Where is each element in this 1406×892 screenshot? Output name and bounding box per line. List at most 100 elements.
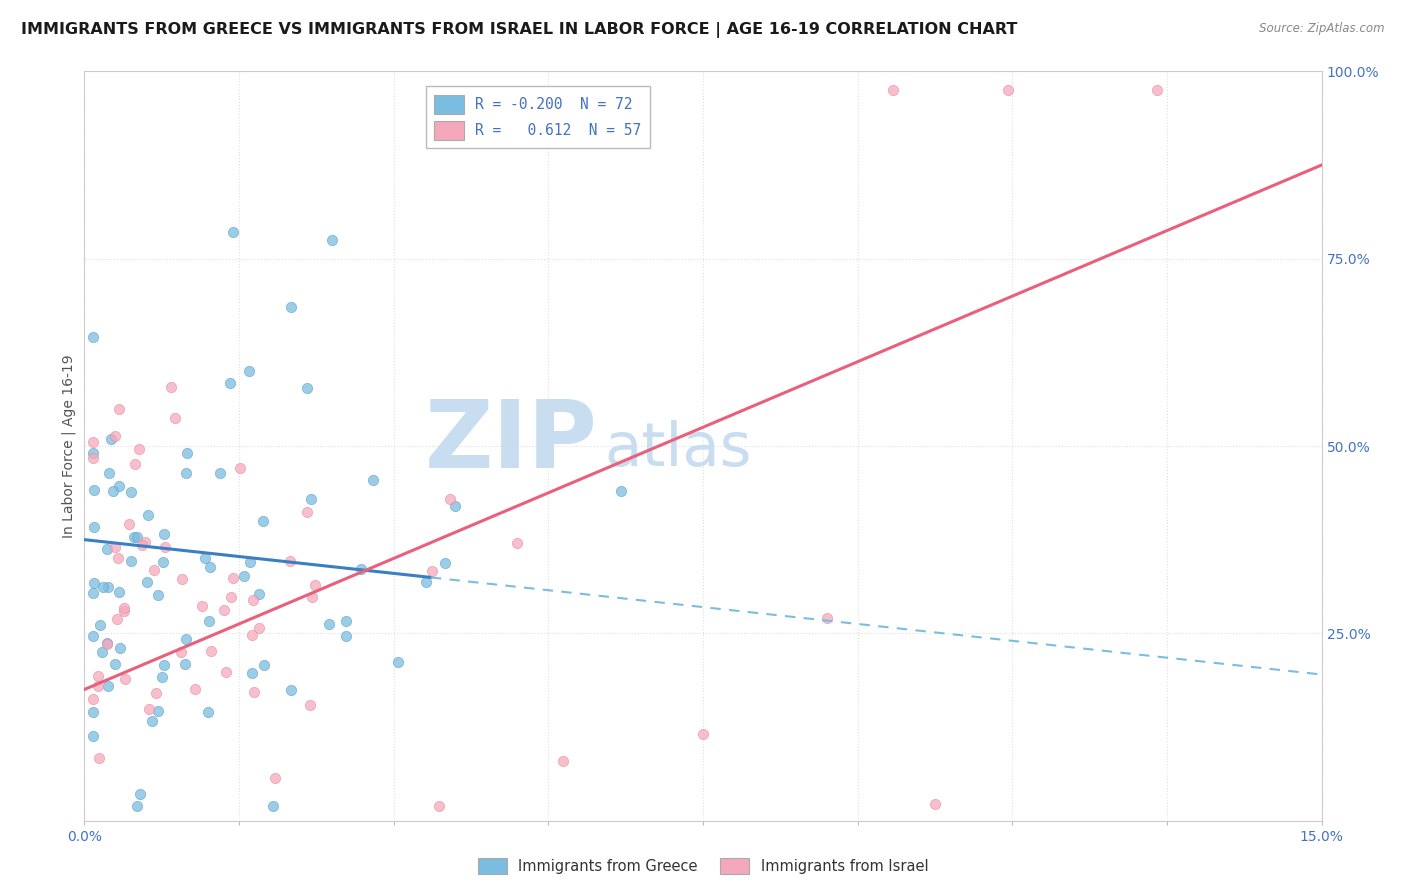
Point xyxy=(82,628,104,642)
Point xyxy=(138,508,160,522)
Point xyxy=(176,446,198,460)
Point xyxy=(295,380,318,394)
Point xyxy=(134,535,156,549)
Point xyxy=(82,451,104,466)
Point xyxy=(197,705,219,719)
Point xyxy=(107,550,129,565)
Point xyxy=(103,429,125,443)
Point xyxy=(107,401,129,416)
Point xyxy=(107,479,129,493)
Point xyxy=(247,587,270,601)
Point xyxy=(82,330,104,344)
Point xyxy=(506,535,529,549)
Point xyxy=(96,636,118,650)
Point xyxy=(83,576,105,591)
Point xyxy=(146,704,169,718)
Point xyxy=(104,657,127,671)
Point xyxy=(335,614,357,628)
Point xyxy=(124,457,146,471)
Point xyxy=(174,632,197,647)
Point xyxy=(318,617,340,632)
Point xyxy=(160,380,183,394)
Point xyxy=(361,473,384,487)
Point xyxy=(1146,83,1168,97)
Point xyxy=(222,571,245,585)
Point xyxy=(214,665,236,680)
Point xyxy=(128,442,150,456)
Point xyxy=(97,679,120,693)
Point xyxy=(118,517,141,532)
Point xyxy=(87,669,110,683)
Point xyxy=(299,492,322,507)
Point xyxy=(105,612,128,626)
Point xyxy=(209,467,232,481)
Point xyxy=(165,410,187,425)
Point xyxy=(415,574,437,589)
Point xyxy=(198,560,221,574)
Point xyxy=(321,233,343,247)
Point xyxy=(91,580,114,594)
Point xyxy=(243,684,266,698)
Point xyxy=(173,657,195,671)
Point xyxy=(218,376,240,391)
Point xyxy=(83,483,105,497)
Point xyxy=(280,301,302,315)
Point xyxy=(262,798,284,813)
Point xyxy=(145,686,167,700)
Y-axis label: In Labor Force | Age 16-19: In Labor Force | Age 16-19 xyxy=(62,354,76,538)
Point xyxy=(131,538,153,552)
Point xyxy=(240,628,263,642)
Point xyxy=(924,797,946,812)
Point xyxy=(170,645,193,659)
Point xyxy=(222,226,245,240)
Point xyxy=(82,705,104,719)
Point xyxy=(815,611,838,625)
Point xyxy=(444,499,467,513)
Point xyxy=(103,484,125,499)
Point xyxy=(194,551,217,566)
Point xyxy=(104,540,127,554)
Point xyxy=(420,564,443,578)
Point xyxy=(247,621,270,635)
Point xyxy=(304,578,326,592)
Point xyxy=(174,467,197,481)
Point xyxy=(278,554,301,568)
Point xyxy=(107,584,129,599)
Point xyxy=(434,556,457,570)
Point xyxy=(238,364,260,378)
Point xyxy=(82,586,104,600)
Point xyxy=(252,515,274,529)
Point xyxy=(191,599,214,613)
Point xyxy=(229,461,252,475)
Point xyxy=(242,593,264,607)
Point xyxy=(997,83,1019,97)
Point xyxy=(233,568,256,582)
Point xyxy=(125,798,148,813)
Point xyxy=(152,555,174,569)
Point xyxy=(96,637,118,651)
Point xyxy=(82,692,104,706)
Point xyxy=(125,530,148,544)
Point xyxy=(335,629,357,643)
Point xyxy=(692,727,714,741)
Point xyxy=(882,83,904,97)
Point xyxy=(253,658,276,673)
Point xyxy=(82,434,104,449)
Point xyxy=(153,527,176,541)
Point xyxy=(212,603,235,617)
Point xyxy=(114,600,136,615)
Point xyxy=(439,492,461,507)
Point xyxy=(298,698,321,712)
Point xyxy=(150,671,173,685)
Point xyxy=(122,530,145,544)
Point xyxy=(155,540,177,554)
Point xyxy=(297,505,319,519)
Point xyxy=(141,714,163,728)
Point xyxy=(87,679,110,693)
Point xyxy=(198,614,221,628)
Point xyxy=(240,666,263,681)
Point xyxy=(280,682,302,697)
Point xyxy=(110,640,132,655)
Point xyxy=(112,604,135,618)
Text: atlas: atlas xyxy=(605,420,752,479)
